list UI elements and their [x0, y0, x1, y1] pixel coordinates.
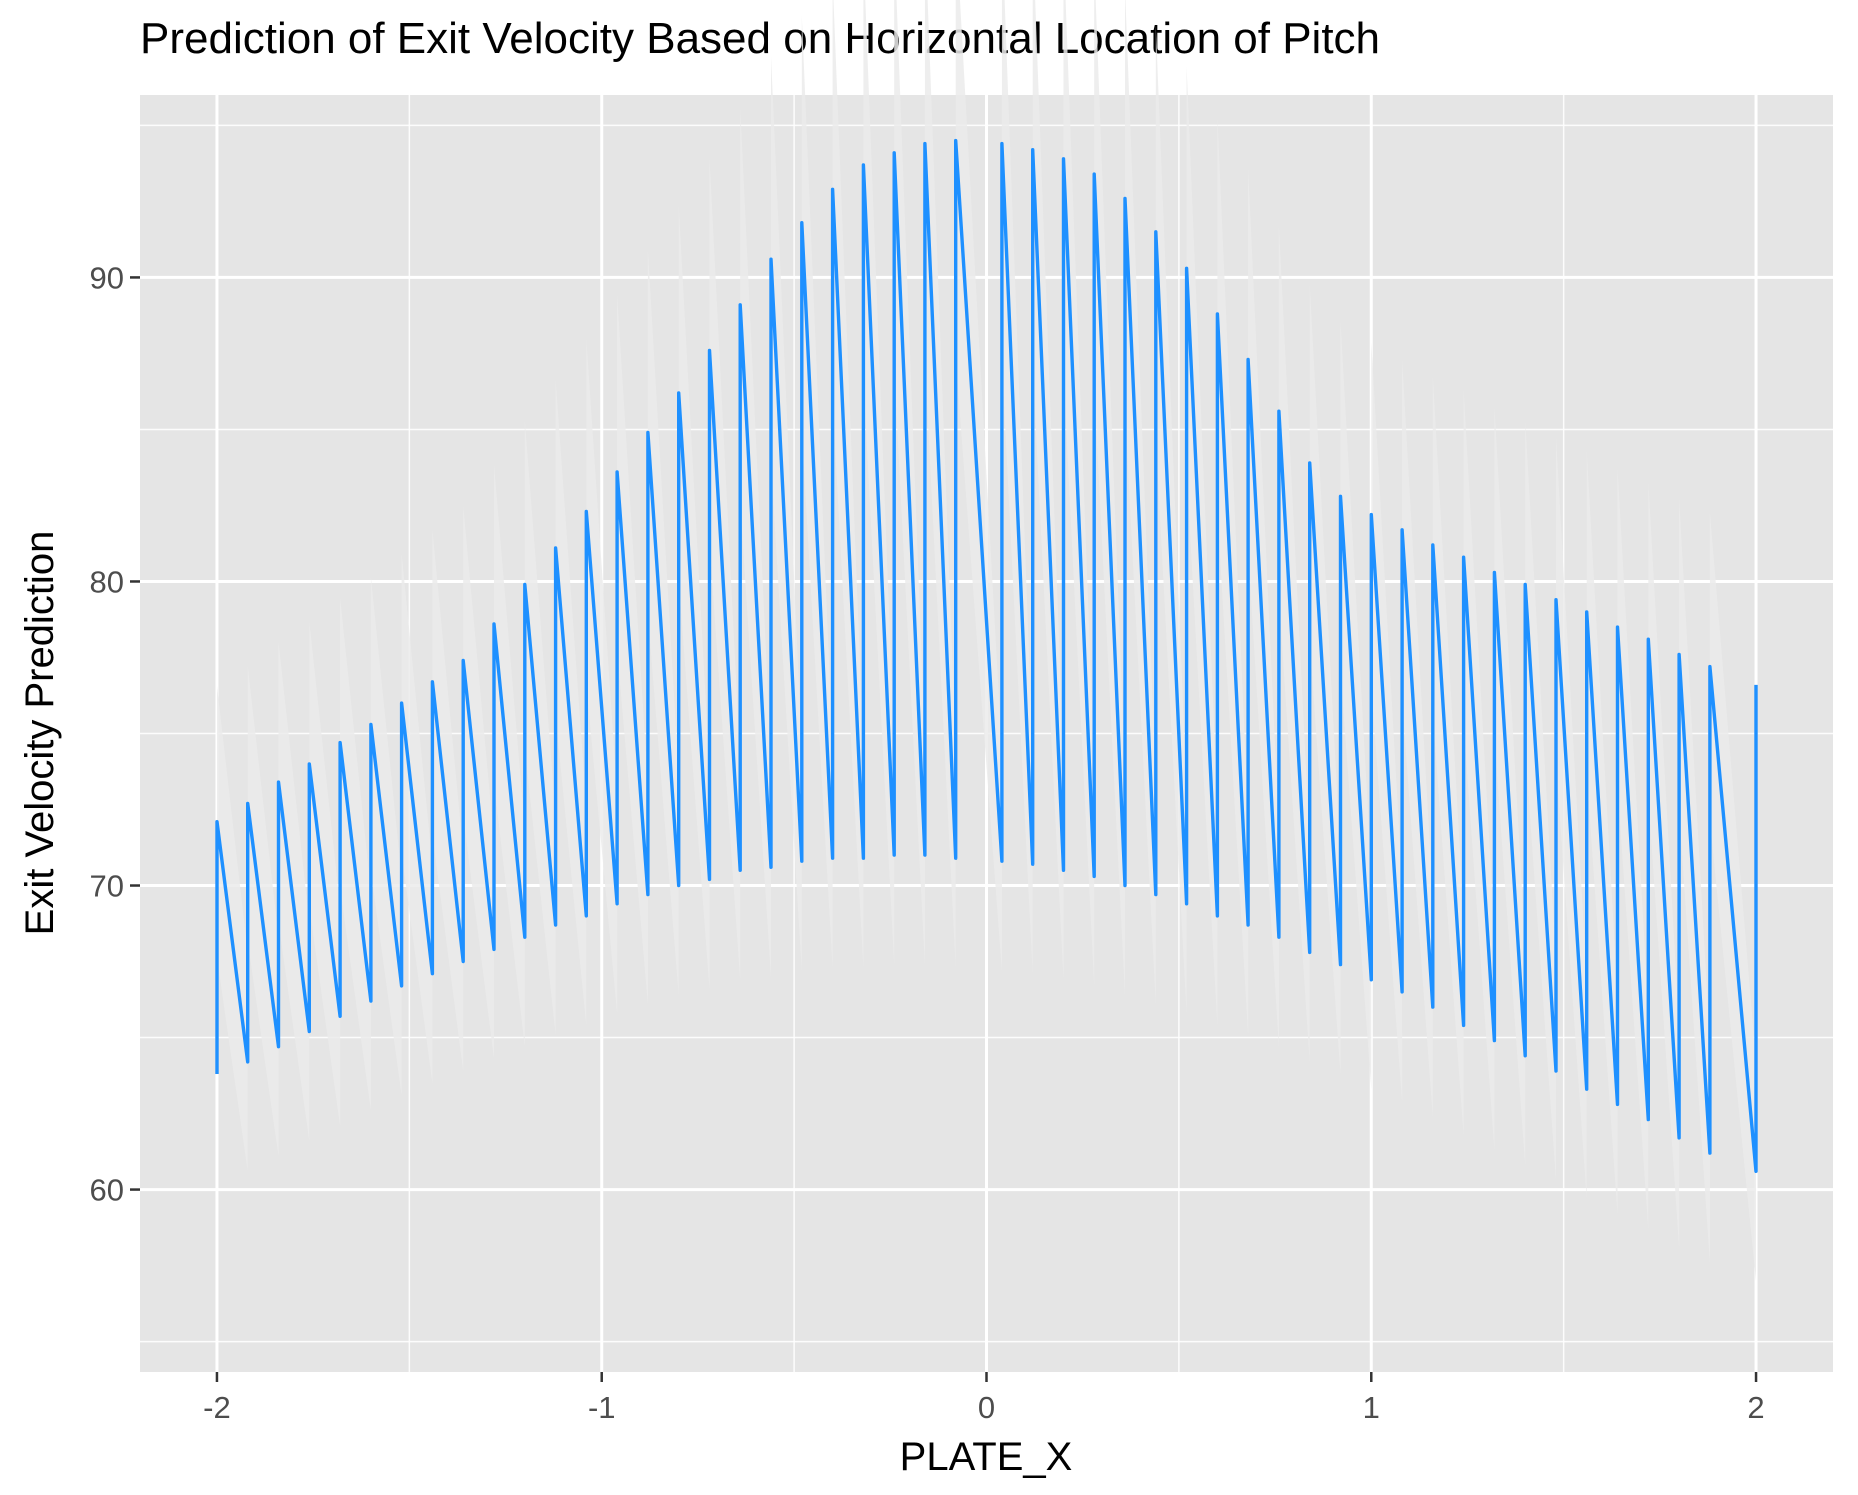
- confidence-band-segment: [340, 597, 371, 1111]
- x-tick-label: -2: [203, 1390, 231, 1425]
- confidence-band-segment: [1709, 512, 1756, 1281]
- confidence-band-segment: [1309, 284, 1341, 1074]
- prediction-line: [215, 138, 1758, 1173]
- confidence-band-segment: [617, 294, 648, 1005]
- chart-title: Prediction of Exit Velocity Based on Hor…: [140, 14, 1381, 63]
- confidence-band-segment: [1525, 420, 1556, 1181]
- confidence-band-segment: [678, 206, 710, 989]
- confidence-band-segment: [555, 379, 587, 1026]
- confidence-band-segment: [309, 621, 341, 1126]
- confidence-band-segment: [1402, 359, 1433, 1117]
- confidence-band-segment: [524, 420, 556, 1035]
- confidence-band-segment: [247, 665, 279, 1157]
- x-tick-label: 0: [978, 1390, 995, 1425]
- confidence-band-segment: [432, 529, 464, 1071]
- confidence-band-segment: [740, 107, 771, 977]
- x-axis: -2 -1 0 1 2: [203, 1372, 1765, 1425]
- x-tick-label: 1: [1363, 1390, 1380, 1425]
- x-tick-label: 2: [1747, 1390, 1764, 1425]
- y-tick-label: 70: [90, 869, 124, 904]
- confidence-band-segment: [370, 577, 402, 1096]
- prediction-line-group: [215, 138, 1758, 1173]
- confidence-band-segment: [1371, 342, 1403, 1102]
- confidence-band-segment: [709, 158, 741, 980]
- confidence-band-segment: [1278, 226, 1310, 1062]
- confidence-band-segment: [647, 250, 679, 995]
- confidence-band-segment: [278, 642, 310, 1141]
- y-tick-label: 60: [90, 1173, 124, 1208]
- confidence-band-segment: [1494, 407, 1526, 1166]
- confidence-band-segment: [586, 339, 618, 1014]
- y-tick-label: 80: [90, 564, 124, 599]
- y-axis-label: Exit Velocity Prediction: [18, 531, 62, 936]
- confidence-band-segment: [1432, 376, 1464, 1135]
- confidence-band-segment: [463, 505, 494, 1059]
- confidence-band-segment: [1248, 168, 1279, 1047]
- y-tick-label: 90: [90, 260, 124, 295]
- x-tick-label: -1: [588, 1390, 616, 1425]
- confidence-band-segment: [401, 553, 433, 1084]
- confidence-band-segment: [494, 465, 525, 1047]
- confidence-band-segment: [1463, 390, 1495, 1150]
- x-axis-label: PLATE_X: [900, 1435, 1073, 1479]
- confidence-band-segment: [1340, 321, 1372, 1090]
- y-axis: 60 70 80 90: [90, 260, 140, 1208]
